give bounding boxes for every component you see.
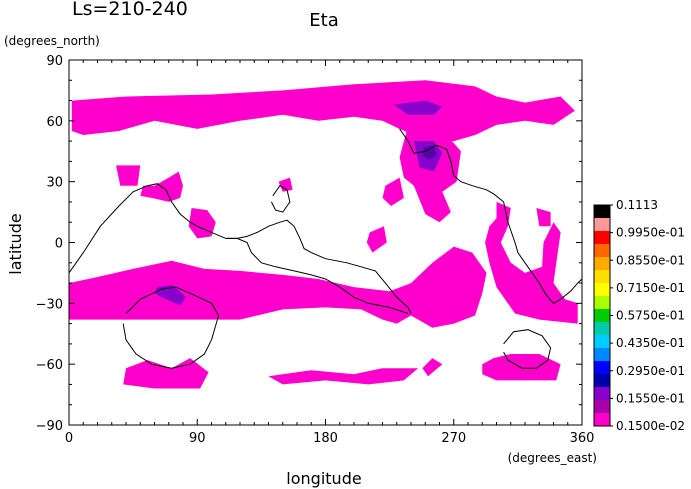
region-north-center [393, 100, 443, 115]
colorbar-label: 0.9950e-01 [616, 226, 685, 240]
y-tick-label: −90 [36, 419, 63, 434]
colorbar-swatch [594, 218, 610, 232]
colorbar-label: 0.7150e-01 [616, 281, 685, 295]
colorbar-swatch [594, 361, 610, 375]
region-small-east-blob [382, 177, 404, 206]
region-north-band [71, 80, 575, 142]
region-south-band-west [69, 246, 487, 328]
y-tick-label: −60 [36, 358, 63, 373]
region-south-blob-east [482, 354, 561, 381]
x-tick-label: 270 [441, 431, 466, 446]
colorbar-swatch [594, 387, 610, 401]
colorbar-label: 0.8550e-01 [616, 253, 685, 267]
chart-title: Eta [309, 10, 338, 31]
contour-crater-east [503, 329, 552, 369]
x-tick-label: 180 [313, 431, 338, 446]
colorbar-label: 0.1113 [616, 198, 658, 212]
region-south-blob-left [123, 358, 209, 389]
x-tick-label: 0 [65, 431, 73, 446]
x-units-label: (degrees_east) [508, 451, 597, 465]
y-tick-label: 60 [46, 115, 63, 130]
colorbar-swatch [594, 322, 610, 336]
colorbar-label: 0.1550e-01 [616, 391, 685, 405]
colorbar-swatch [594, 231, 610, 245]
colorbar-swatch [594, 205, 610, 219]
region-asia-lobe [399, 126, 461, 223]
region-south-high [154, 285, 186, 306]
contour-crater-small-north [270, 185, 291, 213]
axis-ticks: 0 90 180 270 360 −90 −60 −30 0 30 60 90 [36, 54, 595, 446]
colorbar-swatch [594, 296, 610, 310]
contour-lines [68, 128, 583, 369]
region-asia-peak [422, 145, 437, 160]
region-blob-152 [278, 177, 293, 192]
colorbar-swatch [594, 335, 610, 349]
y-tick-label: 90 [46, 54, 63, 69]
colorbar-swatch [594, 400, 610, 414]
region-blob-28-40 [116, 165, 141, 186]
y-tick-label: 30 [46, 176, 63, 191]
x-axis-label: longitude [286, 469, 361, 488]
contour-east-curve [507, 222, 583, 304]
region-blob-215 [366, 226, 387, 253]
region-south-band-mid [268, 368, 419, 385]
colorbar-swatch [594, 283, 610, 297]
region-east-shape [485, 201, 578, 324]
subtitle-ls: Ls=210-240 [72, 0, 188, 20]
y-axis-label: latitude [6, 213, 25, 274]
colorbar-swatch [594, 374, 610, 388]
colorbar-label: 0.5750e-01 [616, 309, 685, 323]
x-tick-label: 360 [570, 431, 595, 446]
y-tick-label: 0 [55, 237, 63, 252]
contour-crater-left [122, 286, 220, 369]
colorbar-swatch [594, 309, 610, 323]
colorbar-label: 0.2950e-01 [616, 364, 685, 378]
colorbar: 0.1113 0.9950e-01 0.8550e-01 0.7150e-01 0.57… [593, 198, 685, 433]
colorbar-label: 0.1500e-02 [616, 419, 685, 433]
contour-dichotomy-central [225, 237, 409, 314]
region-east-tip [536, 208, 551, 227]
colorbar-swatch [594, 244, 610, 258]
x-tick-label: 90 [189, 431, 206, 446]
colorbar-label: 0.4350e-01 [616, 336, 685, 350]
y-tick-label: −30 [36, 297, 63, 312]
colorbar-swatch [594, 270, 610, 284]
colorbar-swatch [594, 413, 610, 427]
y-units-label: (degrees_north) [4, 34, 100, 48]
contour-dichotomy-west [68, 183, 412, 314]
filled-contour-regions [69, 80, 578, 389]
colorbar-swatch [594, 257, 610, 271]
region-south-blob-sw [422, 358, 443, 377]
colorbar-swatch [594, 348, 610, 362]
contour-blob-eu [399, 128, 509, 223]
